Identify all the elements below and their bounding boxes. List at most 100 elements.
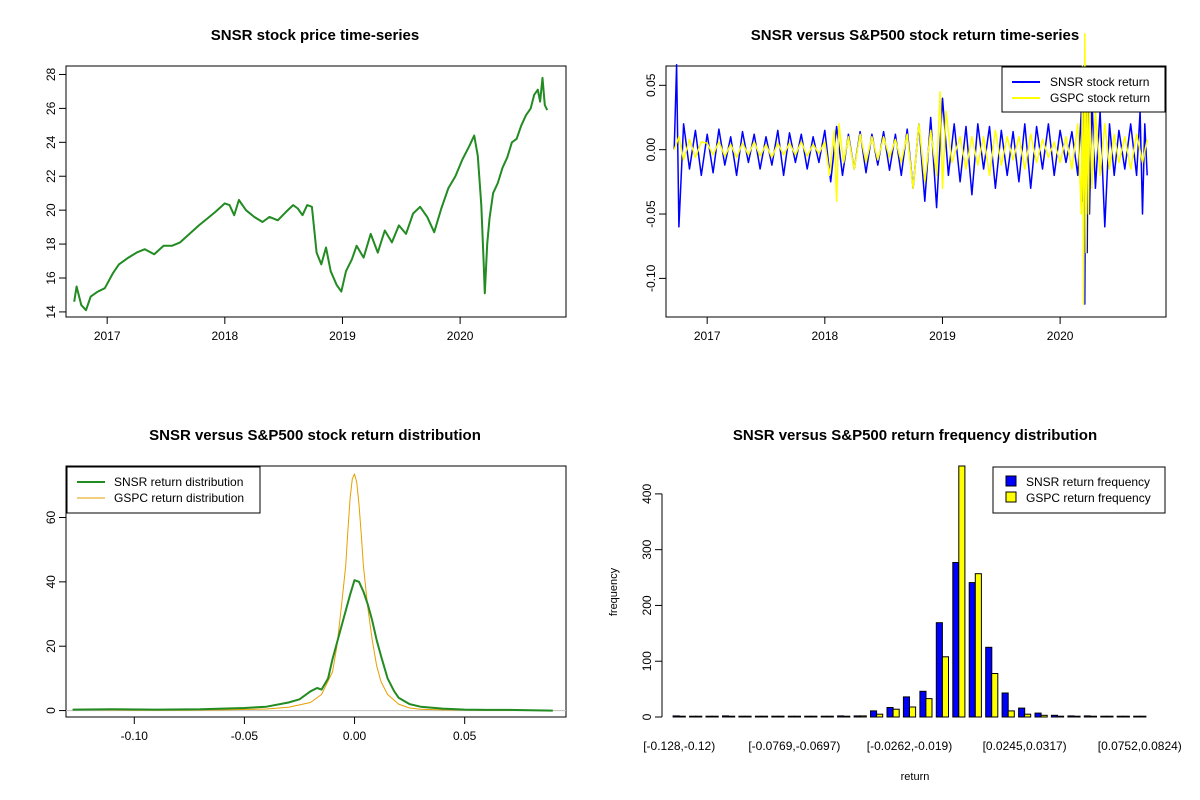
gspc-bar: [810, 715, 818, 718]
y-tick-label: 22: [44, 169, 58, 183]
y-tick-label: -0.10: [644, 264, 658, 292]
gspc-bar: [826, 715, 834, 718]
legend-label-snsr: SNSR stock return: [1050, 75, 1149, 89]
x-tick-label: [0.0752,0.0824): [1098, 739, 1182, 753]
gspc-bar: [678, 715, 686, 718]
x-tick-label: [0.0245,0.0317): [983, 739, 1067, 753]
y-axis: 0 100 200 300 400: [640, 484, 663, 720]
y-tick-label: -0.05: [644, 200, 658, 228]
y-tick-label: 0: [640, 713, 654, 720]
y-tick-label: 0.05: [644, 73, 658, 97]
snsr-bar: [738, 715, 746, 718]
gspc-bar: [843, 715, 851, 718]
snsr-bar: [837, 715, 845, 718]
snsr-bar: [1001, 692, 1009, 718]
legend-label-gspc: GSPC return frequency: [1026, 491, 1151, 505]
snsr-bar: [952, 562, 960, 718]
snsr-bar: [1083, 715, 1091, 718]
gspc-bar: [711, 715, 719, 718]
gspc-bar: [1040, 714, 1048, 718]
plot-frame: [65, 65, 567, 318]
y-axis-label: frequency: [608, 567, 620, 616]
legend-label-snsr: SNSR return distribution: [114, 475, 243, 489]
x-tick-label: 2018: [211, 329, 238, 343]
gspc-bar: [1007, 710, 1015, 718]
snsr-bar: [902, 696, 911, 718]
y-axis: 0 20 40 60: [44, 510, 67, 714]
y-tick-label: 16: [44, 271, 58, 285]
x-tick-label: 2017: [94, 329, 121, 343]
gspc-bar: [777, 715, 785, 718]
snsr-bar: [1018, 707, 1026, 718]
y-tick-label: 40: [44, 575, 58, 589]
gspc-bar: [974, 573, 982, 718]
x-axis: 2017 2018 2019 2020: [94, 316, 474, 343]
snsr-bar: [968, 582, 976, 718]
snsr-bar: [1050, 714, 1059, 718]
legend-label-snsr: SNSR return frequency: [1026, 475, 1150, 489]
x-axis: -0.10 -0.05 0.00 0.05: [121, 716, 477, 743]
y-tick-label: 200: [640, 595, 654, 615]
returns-panel: SNSR versus S&P500 stock return time-ser…: [644, 27, 1167, 343]
gspc-bar: [876, 713, 884, 718]
x-tick-label: [-0.128,-0.12): [643, 739, 715, 753]
legend-swatch-snsr: [1005, 475, 1017, 487]
y-tick-label: 24: [44, 135, 58, 149]
gspc-bar: [1089, 715, 1098, 718]
snsr-bar: [705, 715, 713, 718]
snsr-bar: [870, 710, 878, 718]
x-axis: 2017 2018 2019 2020: [694, 316, 1074, 343]
chart-title: SNSR versus S&P500 return frequency dist…: [733, 427, 1097, 444]
gspc-bar: [925, 698, 933, 718]
x-tick-label: 2017: [694, 329, 721, 343]
gspc-bar: [793, 715, 802, 718]
gspc-bar: [991, 673, 999, 718]
gspc-bar: [941, 656, 950, 718]
snsr-bar: [1100, 715, 1108, 718]
snsr-bar: [771, 715, 779, 718]
gspc-bar: [1139, 715, 1147, 718]
y-tick-label: 300: [640, 539, 654, 559]
legend: SNSR return distribution GSPC return dis…: [66, 466, 261, 514]
snsr-bar: [985, 646, 993, 718]
y-tick-label: 14: [44, 305, 58, 319]
snsr-bar: [754, 715, 763, 718]
snsr-bar: [853, 715, 861, 718]
gspc-return-line: [673, 33, 1148, 305]
snsr-bar: [787, 715, 795, 718]
legend-box: [1001, 66, 1166, 113]
legend-swatch-gspc: [1005, 491, 1017, 503]
gspc-bar: [1057, 715, 1065, 718]
gspc-bar: [909, 706, 917, 718]
gspc-bar: [859, 715, 867, 718]
gspc-bar: [892, 708, 900, 718]
x-tick-label: 2020: [447, 329, 474, 343]
x-tick-label: -0.05: [231, 729, 259, 743]
snsr-bar: [919, 690, 927, 718]
x-tick-label: 2018: [811, 329, 838, 343]
y-tick-label: 28: [44, 67, 58, 81]
y-tick-label: 20: [44, 639, 58, 653]
gspc-density-line: [72, 473, 553, 712]
gspc-bar: [728, 715, 736, 718]
snsr-bar: [1034, 712, 1042, 718]
legend-box: [66, 466, 261, 514]
snsr-bar: [935, 622, 943, 718]
y-axis: -0.10 -0.05 0.00 0.05: [644, 73, 667, 292]
x-tick-label: 2020: [1047, 329, 1074, 343]
snsr-bar: [672, 715, 680, 718]
x-tick-label: 0.05: [453, 729, 477, 743]
snsr-bar: [722, 715, 730, 718]
legend-label-gspc: GSPC stock return: [1050, 91, 1150, 105]
x-axis: [-0.128,-0.12) [-0.0769,-0.0697) [-0.0262,…: [643, 739, 1182, 753]
snsr-bar: [1133, 715, 1141, 718]
snsr-bar: [820, 715, 828, 718]
gspc-bar: [1073, 715, 1081, 718]
gspc-bar: [1122, 715, 1130, 718]
chart-title: SNSR versus S&P500 stock return distribu…: [149, 427, 481, 444]
histogram-panel: SNSR versus S&P500 return frequency dist…: [608, 427, 1182, 783]
gspc-bar: [695, 715, 703, 718]
x-tick-label: [-0.0769,-0.0697): [748, 739, 840, 753]
legend: SNSR stock return GSPC stock return: [1001, 66, 1166, 113]
